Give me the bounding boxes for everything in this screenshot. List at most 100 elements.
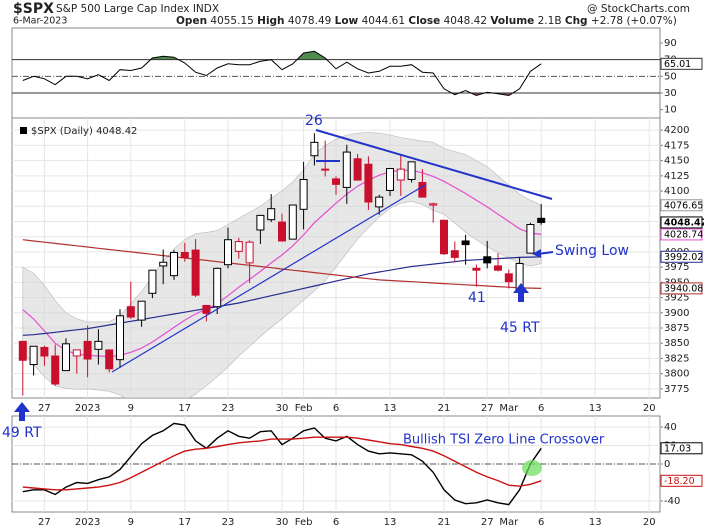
series-line: [22, 422, 542, 506]
y-tick-label: 3875: [664, 323, 689, 334]
change-pct: (+0.07%): [626, 15, 676, 27]
candle-body: [332, 178, 340, 185]
candle-body: [483, 256, 492, 264]
value-label: -18.20: [664, 476, 695, 487]
trend-line: [111, 184, 426, 373]
x-tick-label: 17: [178, 403, 191, 414]
x-tick-label: 9: [128, 517, 134, 528]
candle-body: [62, 343, 70, 372]
candle-body: [267, 208, 276, 221]
candle-body: [94, 340, 103, 350]
annotation: Bullish TSI Zero Line Crossover: [403, 433, 605, 448]
candle-body: [256, 214, 265, 231]
plot-area: [12, 416, 660, 512]
value-label: 4028.74: [664, 229, 703, 240]
y-tick-label: 3825: [664, 353, 689, 364]
candle-body: [126, 306, 135, 318]
value-label-box: [660, 282, 703, 295]
overlay-line: [22, 239, 542, 289]
date: 6-Mar-2023: [13, 16, 67, 27]
candle-body: [245, 241, 254, 264]
x-tick-label: 20: [643, 517, 656, 528]
x-tick-label: 13: [384, 517, 397, 528]
x-tick-label: Mar: [499, 403, 519, 414]
y-tick-label: 3850: [664, 338, 689, 349]
highlight: [522, 460, 542, 476]
close-value: 4048.42: [444, 15, 487, 27]
x-tick-label: 20: [643, 403, 656, 414]
symbol: $SPX: [13, 1, 54, 17]
candle-body: [51, 355, 60, 385]
candle-body: [342, 151, 351, 188]
x-tick-label: 27: [481, 517, 494, 528]
arrow-up: [14, 402, 30, 421]
x-tick-label: 23: [222, 403, 235, 414]
candle-body: [191, 249, 200, 296]
y-tick-label: 4150: [664, 156, 689, 167]
value-label: 17.03: [664, 443, 691, 454]
candle-body: [18, 340, 27, 361]
candle-body: [29, 345, 38, 366]
value-label-box: [660, 442, 703, 455]
x-tick-label: 13: [384, 403, 397, 414]
source: @ StockCharts.com: [587, 3, 690, 15]
x-tick-label: Feb: [295, 517, 313, 528]
x-tick-label: 23: [222, 517, 235, 528]
y-tick-label: 4100: [664, 186, 689, 197]
field-label: Low: [335, 15, 359, 27]
value-label-box: [660, 228, 703, 241]
y-tick-label: 0: [664, 459, 670, 470]
y-tick-label: 4175: [664, 140, 689, 151]
candle-body: [429, 203, 438, 206]
candle-body: [40, 346, 49, 357]
annotation: 26: [305, 113, 323, 129]
y-tick-label: 10: [664, 105, 677, 116]
value-label-box: [660, 199, 703, 212]
x-tick-label: 30: [276, 517, 289, 528]
candle-body: [159, 261, 168, 267]
candle-body: [418, 182, 427, 198]
candle-body: [224, 239, 232, 266]
name: S&P 500 Large Cap Index: [56, 3, 189, 15]
security-name: S&P 500 Large Cap Index INDX: [56, 3, 219, 15]
series-line: [22, 436, 542, 491]
y-tick-label: 3775: [664, 384, 689, 395]
exchange: INDX: [193, 3, 219, 15]
candle-body: [386, 168, 394, 191]
x-tick-label: 21: [438, 403, 451, 414]
y-tick-label: 4200: [664, 125, 689, 136]
value-label-box: [660, 250, 703, 263]
candle-body: [450, 250, 459, 258]
candle-body: [321, 168, 330, 171]
x-tick-label: 9: [128, 403, 134, 414]
annotation: 49 RT: [2, 425, 42, 441]
candle-body: [526, 224, 535, 254]
candle-body: [461, 240, 470, 246]
field-label: Volume: [490, 15, 534, 27]
trend-line: [315, 129, 553, 200]
x-tick-label: 21: [438, 517, 451, 528]
y-tick-label: 3900: [664, 308, 689, 319]
rsi-line: [22, 50, 542, 97]
candle-body: [105, 349, 114, 370]
annotation: 45 RT: [500, 320, 540, 336]
candle-body: [213, 267, 222, 308]
candle-body: [407, 161, 416, 180]
candle-body: [148, 269, 157, 294]
x-tick-label: 17: [178, 517, 191, 528]
candle-body: [537, 217, 546, 223]
x-tick-label: 2023: [75, 403, 100, 414]
candle-body: [116, 315, 124, 361]
y-tick-label: 3800: [664, 369, 689, 380]
candle-body: [202, 304, 211, 314]
candle-body: [396, 168, 405, 181]
candle-body: [310, 141, 319, 157]
open-value: 4055.15: [210, 15, 253, 27]
candle-body: [375, 196, 384, 208]
candle-body: [83, 340, 92, 360]
x-tick-label: 6: [538, 403, 544, 414]
value-label-box: [660, 57, 703, 70]
y-tick-label: 3925: [664, 293, 689, 304]
x-tick-label: 13: [589, 517, 602, 528]
